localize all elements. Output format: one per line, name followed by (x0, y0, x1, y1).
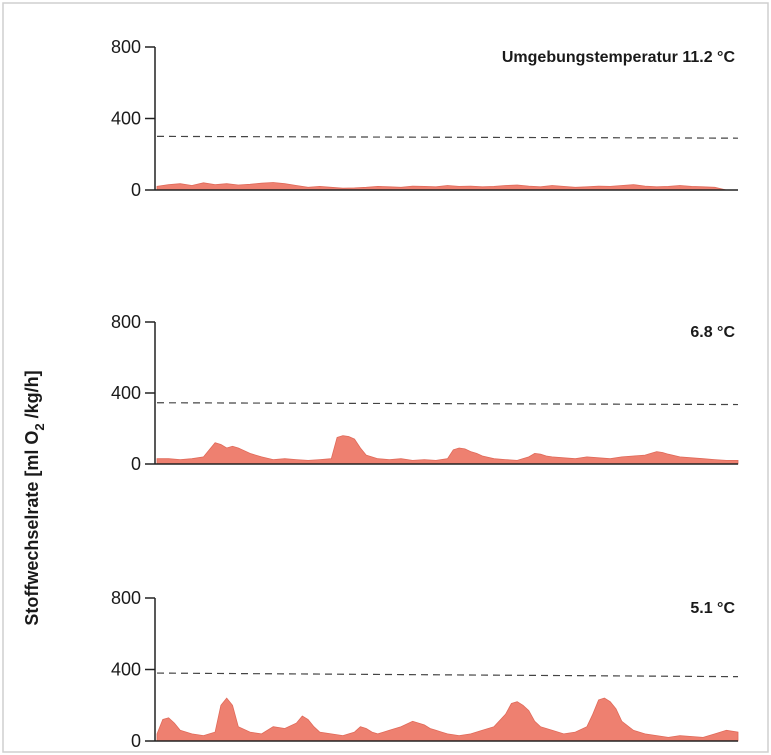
y-tick-label: 0 (131, 180, 141, 200)
metabolic-rate-area (156, 182, 738, 191)
panel-1: 0 400 800 Umgebungstemperatur 11.2 °C (111, 37, 739, 200)
y-tick-label: 0 (131, 731, 141, 751)
y-tick-label: 800 (111, 312, 141, 332)
temperature-value: 11.2 °C (682, 49, 735, 66)
threshold-line (156, 402, 739, 406)
y-tick-label: 400 (111, 109, 141, 129)
y-axis-label-main: Stoffwechselrate [ml O (22, 431, 42, 626)
y-tick-label: 800 (111, 588, 141, 608)
panel-3: 0 400 800 5.1 °C (111, 588, 739, 751)
temperature-label: 6.8 °C (690, 324, 735, 341)
y-axis-label-subscript: 2 (32, 423, 47, 430)
y-tick-label: 0 (131, 454, 141, 474)
metabolic-rate-area (156, 697, 739, 742)
chart-panels: 0 400 800 Umgebungstemperatur 11.2 °C 0 400 80… (111, 37, 739, 751)
y-axis-label-unit: /kg/h] (22, 370, 42, 423)
threshold-line (156, 135, 739, 139)
y-tick-label: 400 (111, 383, 141, 403)
temperature-label: Umgebungstemperatur 11.2 °C (502, 49, 736, 66)
temperature-label: 5.1 °C (690, 600, 735, 617)
y-axis-label: Stoffwechselrate [ml O2 /kg/h] (22, 370, 47, 625)
temperature-label-prefix: Umgebungstemperatur (502, 49, 682, 66)
y-tick-label: 800 (111, 37, 141, 57)
temperature-value: 5.1 °C (690, 600, 735, 617)
threshold-line (156, 672, 739, 678)
metabolic-rate-area (156, 435, 739, 465)
temperature-value: 6.8 °C (690, 324, 735, 341)
y-tick-label: 400 (111, 660, 141, 680)
panel-2: 0 400 800 6.8 °C (111, 312, 739, 474)
